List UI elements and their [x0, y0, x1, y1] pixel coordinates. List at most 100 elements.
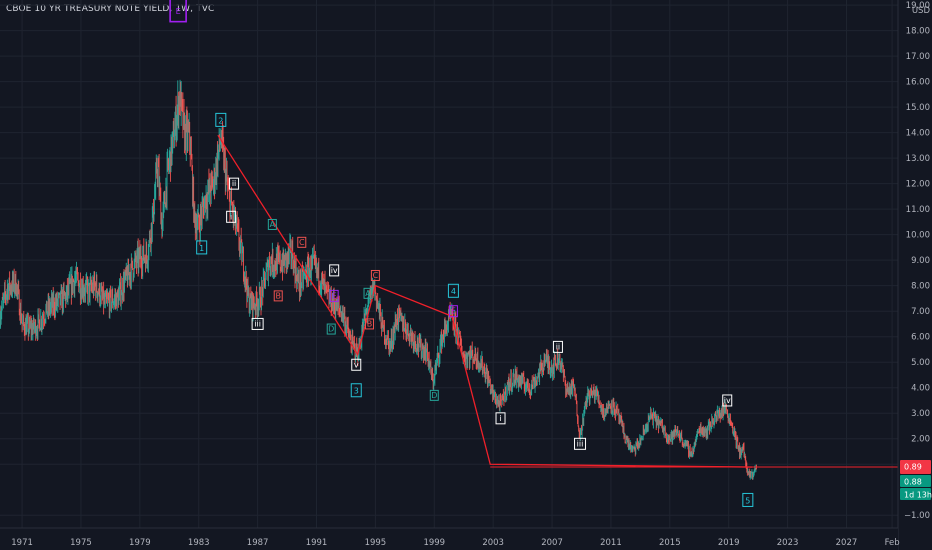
y-tick-label: 6.00	[911, 333, 930, 343]
wave-label-text: iv	[331, 266, 338, 275]
wave-label-box	[365, 318, 375, 330]
wave-label: ii	[552, 340, 563, 353]
wave-label-text: E	[451, 307, 456, 316]
wave-label-text: 5	[745, 496, 750, 505]
wave-label: 2	[215, 112, 227, 127]
wave-label-box	[215, 112, 227, 127]
wave-label: iv	[722, 394, 733, 407]
x-tick-label: 1987	[247, 538, 269, 548]
price-badge-bg	[900, 460, 931, 475]
wave-label-box	[229, 177, 240, 190]
price-badge: 0.89	[900, 460, 931, 475]
wave-label: A	[267, 218, 277, 230]
x-tick-label: 1979	[129, 538, 151, 548]
y-tick-label: 9.00	[911, 256, 930, 266]
price-badge: 0.88	[900, 475, 931, 488]
wave-label: v	[351, 358, 362, 371]
wave-label-box	[297, 236, 307, 248]
price-badge-bg	[900, 488, 931, 501]
wave-label-text: B	[275, 291, 281, 300]
wave-label-text: iii	[254, 319, 261, 328]
wave-label-box	[196, 240, 208, 255]
wave-label-text: D	[431, 391, 437, 400]
wave-label-box	[329, 264, 340, 277]
wave-label-text: 2	[218, 116, 223, 125]
wave-label-text: v	[354, 360, 359, 369]
wave-label-text: C	[373, 271, 379, 280]
y-tick-label: 18.00	[906, 27, 930, 37]
y-tick-label: 7.00	[911, 307, 930, 317]
wave-label-box	[574, 437, 587, 450]
wave-label-box	[326, 323, 336, 335]
x-tick-label: 2019	[718, 538, 740, 548]
wave-label: C	[297, 236, 307, 248]
wave-label: 1	[196, 240, 208, 255]
chart-title: CBOE 10 YR TREASURY NOTE YIELD, 1W, TVC	[6, 4, 215, 14]
wave-label: A	[363, 287, 373, 299]
x-tick-label: 2003	[482, 538, 504, 548]
wave-label-text: E	[332, 291, 337, 300]
wave-label-text: 3	[354, 387, 359, 396]
wave-label: D	[429, 389, 439, 401]
wave-label-text: C	[299, 238, 305, 247]
y-tick-label: 17.00	[906, 52, 930, 62]
wave-label: E	[169, 0, 187, 23]
wave-label-text: 1	[199, 244, 204, 253]
y-tick-label: 14.00	[906, 129, 930, 139]
y-tick-label: 11.00	[906, 205, 930, 215]
x-tick-label: 1975	[70, 538, 92, 548]
wave-label-text: A	[270, 220, 276, 229]
wave-label-box	[722, 394, 733, 407]
wave-label: iii	[251, 317, 264, 330]
currency-label: USD	[912, 6, 931, 16]
wave-label-box	[251, 317, 264, 330]
price-badge-text: 0.89	[904, 463, 922, 472]
wave-label-text: iv	[724, 396, 731, 405]
y-tick-label: 4.00	[911, 384, 930, 394]
wave-label-box	[351, 358, 362, 371]
x-tick-label: 2023	[777, 538, 799, 548]
y-tick-label: −1.00	[904, 511, 930, 521]
wave-label-box	[267, 218, 277, 230]
y-tick-label: 2.00	[911, 435, 930, 445]
y-tick-label: 19.00	[906, 1, 930, 11]
y-tick-label: 5.00	[911, 358, 930, 368]
wave-label-box	[370, 269, 380, 281]
price-badge-text: 0.88	[904, 478, 922, 487]
wave-label: D	[326, 323, 336, 335]
wave-label: C	[370, 269, 380, 281]
y-tick-label: 10.00	[906, 231, 930, 241]
wave-path	[217, 134, 898, 468]
price-axis-bg	[898, 0, 932, 550]
wave-label-text: B	[367, 319, 373, 328]
x-tick-label: 2027	[836, 538, 858, 548]
x-tick-label: 1991	[306, 538, 328, 548]
price-badge-bg	[900, 475, 931, 488]
wave-label: B	[365, 318, 375, 330]
x-tick-label: 2015	[659, 538, 681, 548]
wave-label: i	[495, 412, 506, 425]
price-axis: −1.001.002.003.004.005.006.007.008.009.0…	[897, 0, 932, 550]
wave-label: 5	[742, 492, 754, 507]
x-tick-label: Feb	[885, 538, 900, 548]
wave-label-box	[329, 289, 339, 302]
wave-label-text: A	[365, 289, 371, 298]
wave-label: B	[273, 290, 283, 302]
wave-label: E	[448, 305, 458, 318]
x-tick-label: 1999	[423, 538, 445, 548]
wave-label-text: D	[328, 325, 334, 334]
wave-label: iii	[574, 437, 587, 450]
wave-label-box	[429, 389, 439, 401]
wave-label-box	[495, 412, 506, 425]
wave-label: ii	[229, 177, 240, 190]
wave-label-text: ii	[232, 179, 236, 188]
wave-label-box	[552, 340, 563, 353]
price-badges: 0.89 0.88 1d 13h	[900, 460, 932, 501]
x-tick-label: 1983	[188, 538, 210, 548]
wave-label-text: iii	[577, 439, 584, 448]
price-badge: 1d 13h	[900, 488, 932, 501]
y-tick-label: 3.00	[911, 409, 930, 419]
wave-label-text: i	[499, 414, 501, 423]
